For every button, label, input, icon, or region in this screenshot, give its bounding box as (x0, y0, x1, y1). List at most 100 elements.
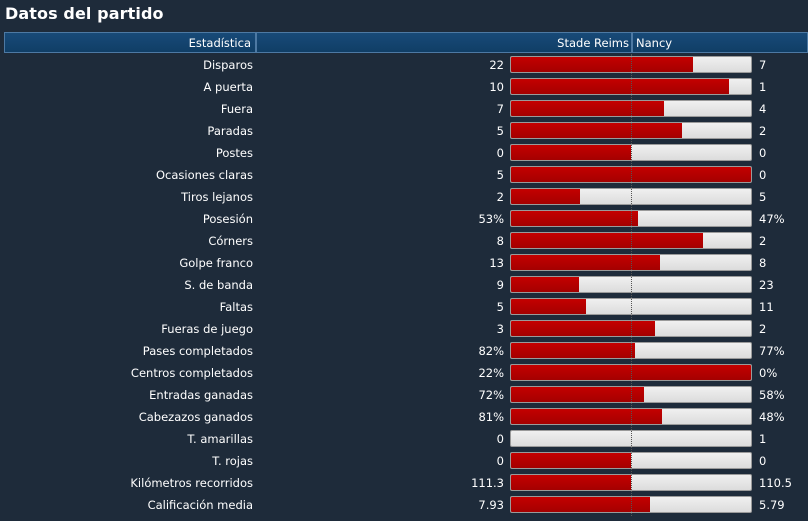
home-share-fill (511, 211, 639, 226)
comparison-bar (510, 210, 752, 227)
home-value: 8 (496, 234, 504, 248)
away-value: 47% (759, 212, 785, 226)
comparison-bar (510, 56, 752, 73)
stat-label: T. rojas (212, 454, 253, 468)
comparison-bar (510, 122, 752, 139)
stat-row: S. de banda 9 23 (0, 274, 808, 296)
stat-label: Faltas (219, 300, 253, 314)
away-value: 1 (759, 432, 767, 446)
stat-label: Disparos (203, 58, 253, 72)
stat-row: Pases completados 82% 77% (0, 340, 808, 362)
comparison-bar (510, 342, 752, 359)
home-value: 7.93 (478, 498, 504, 512)
stat-row: Centros completados 22% 0% (0, 362, 808, 384)
away-value: 0 (759, 146, 767, 160)
stat-row: Posesión 53% 47% (0, 208, 808, 230)
home-share-fill (511, 343, 635, 358)
home-share-fill (511, 167, 751, 182)
stat-row: Paradas 5 2 (0, 120, 808, 142)
home-share-fill (511, 409, 662, 424)
home-value: 53% (478, 212, 504, 226)
stat-row: Entradas ganadas 72% 58% (0, 384, 808, 406)
stat-row: Faltas 5 11 (0, 296, 808, 318)
stat-row: Tiros lejanos 2 5 (0, 186, 808, 208)
home-value: 0 (496, 146, 504, 160)
comparison-bar (510, 386, 752, 403)
stat-label: Calificación media (147, 498, 253, 512)
home-share-fill (511, 233, 703, 248)
comparison-bar (510, 496, 752, 513)
stat-row: T. rojas 0 0 (0, 450, 808, 472)
header-away-team[interactable]: Nancy (632, 32, 808, 53)
home-value: 3 (496, 322, 504, 336)
away-value: 1 (759, 80, 767, 94)
away-value: 2 (759, 234, 767, 248)
home-share-fill (511, 497, 650, 512)
comparison-bar (510, 408, 752, 425)
home-share-fill (511, 277, 579, 292)
stat-row: T. amarillas 0 1 (0, 428, 808, 450)
home-share-fill (511, 145, 631, 160)
home-value: 82% (478, 344, 504, 358)
stat-label: Fueras de juego (161, 322, 253, 336)
home-value: 13 (489, 256, 504, 270)
stat-label: Cabezazos ganados (138, 410, 253, 424)
home-value: 111.3 (471, 476, 504, 490)
home-share-fill (511, 387, 644, 402)
home-share-fill (511, 79, 730, 94)
home-value: 72% (478, 388, 504, 402)
home-value: 5 (496, 124, 504, 138)
header-stat-column[interactable]: Estadística (4, 32, 256, 53)
home-value: 10 (489, 80, 504, 94)
stat-row: Ocasiones claras 5 0 (0, 164, 808, 186)
home-share-fill (511, 189, 580, 204)
away-value: 2 (759, 322, 767, 336)
home-share-fill (511, 453, 631, 468)
page-title: Datos del partido (5, 4, 164, 23)
home-value: 22% (478, 366, 504, 380)
stat-label: Golpe franco (179, 256, 253, 270)
away-value: 0 (759, 454, 767, 468)
comparison-bar (510, 166, 752, 183)
home-share-fill (511, 123, 683, 138)
stat-row: Golpe franco 13 8 (0, 252, 808, 274)
home-value: 0 (496, 432, 504, 446)
away-value: 4 (759, 102, 767, 116)
home-value: 5 (496, 300, 504, 314)
stat-label: Tiros lejanos (181, 190, 253, 204)
away-value: 77% (759, 344, 785, 358)
stat-label: A puerta (203, 80, 253, 94)
header-home-team[interactable]: Stade Reims (256, 32, 632, 53)
comparison-bar (510, 144, 752, 161)
stat-row: Fueras de juego 3 2 (0, 318, 808, 340)
home-value: 81% (478, 410, 504, 424)
stat-label: S. de banda (184, 278, 253, 292)
away-value: 5 (759, 190, 767, 204)
stat-label: Pases completados (142, 344, 253, 358)
home-share-fill (511, 101, 664, 116)
stat-label: Paradas (207, 124, 253, 138)
home-value: 5 (496, 168, 504, 182)
comparison-bar (510, 364, 752, 381)
comparison-bar (510, 232, 752, 249)
home-value: 7 (496, 102, 504, 116)
home-share-fill (511, 321, 655, 336)
away-value: 48% (759, 410, 785, 424)
home-value: 2 (496, 190, 504, 204)
home-value: 0 (496, 454, 504, 468)
away-value: 0% (759, 366, 778, 380)
stat-label: Centros completados (130, 366, 253, 380)
comparison-bar (510, 320, 752, 337)
stats-table: Disparos 22 7 A puerta 10 1 Fuera 7 4 Paradas 5 2 Po… (0, 54, 808, 516)
stat-row: Disparos 22 7 (0, 54, 808, 76)
home-value: 9 (496, 278, 504, 292)
stat-row: Fuera 7 4 (0, 98, 808, 120)
comparison-bar (510, 100, 752, 117)
away-value: 110.5 (759, 476, 792, 490)
comparison-bar (510, 276, 752, 293)
stat-label: Ocasiones claras (156, 168, 253, 182)
away-value: 11 (759, 300, 774, 314)
comparison-bar (510, 430, 752, 447)
home-share-fill (511, 57, 694, 72)
stat-row: A puerta 10 1 (0, 76, 808, 98)
